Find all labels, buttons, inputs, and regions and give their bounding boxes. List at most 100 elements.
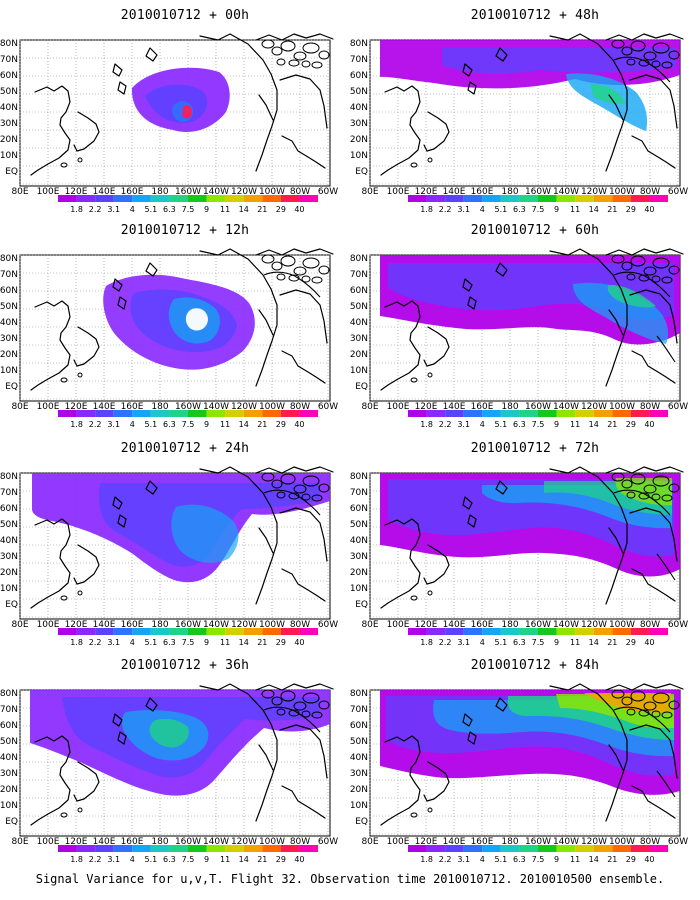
island [276,58,286,66]
map-panel-svg: 80N 70N 60N 50N 40N 30N 20N 10N EQ 80E 100E 120E 140… [350,466,688,647]
colorbar-swatch [593,628,613,635]
colorbar-label: 29 [276,205,286,214]
island [427,157,433,163]
colorbar-swatch [169,410,188,417]
lat-tick-label: 50N [0,737,18,747]
colorbar-swatch [445,628,464,635]
colorbar-label: 6.3 [513,205,526,214]
lon-tick-label: 60W [318,620,338,630]
colorbar-swatch [58,628,77,635]
lon-tick-label: 160W [175,620,201,630]
coastline [631,135,676,169]
colorbar-swatch [519,845,538,852]
forecast-panel: 2010010712 + 60h 80N 70N 60N 50N 40N 30N 20N 10N… [350,215,700,430]
colorbar-swatch [649,195,668,202]
lon-tick-label: 160W [175,837,201,847]
lat-tick-label: 10N [350,151,368,161]
lon-tick-label: 100W [259,620,285,630]
coastline [613,706,671,733]
colorbar-swatch [299,195,318,202]
island [271,696,283,706]
lat-tick-label: 70N [350,488,368,498]
coastline [629,507,678,562]
island [302,475,320,487]
lon-tick-label: 100E [387,402,410,412]
colorbar-swatch [243,195,263,202]
colorbar-label: 9 [554,205,559,214]
colorbar-swatch [538,628,557,635]
lat-tick-label: 60N [350,286,368,296]
coastline [467,296,477,310]
lon-tick-label: 100E [37,837,60,847]
colorbar: 1.8 2.2 3.1 4 5.1 6.3 7.5 9 11 14 21 29 40 [408,410,668,429]
colorbar-swatch [188,410,207,417]
lat-tick-label: EQ [5,600,18,610]
lat-tick-label: 40N [0,103,18,113]
island [302,42,320,54]
lat-tick-label: 70N [0,488,18,498]
lat-tick-label: 20N [350,785,368,795]
colorbar-label: 6.3 [513,420,526,429]
colorbar-swatch [206,628,226,635]
colorbar-swatch [58,845,77,852]
lat-tick-label: 70N [350,55,368,65]
colorbar: 1.8 2.2 3.1 4 5.1 6.3 7.5 9 11 14 21 29 40 [58,628,318,647]
panel-title: 2010010712 + 48h [470,8,600,23]
lon-tick-label: 140W [553,187,579,197]
lon-tick-label: 140E [443,620,466,630]
colorbar-label: 6.3 [163,855,176,864]
colorbar-swatch [612,845,631,852]
lat-tick-label: 50N [0,87,18,97]
colorbar-label: 6.3 [163,420,176,429]
colorbar-swatch [463,410,483,417]
coastline [258,744,274,771]
map-panel-svg: 80N 70N 60N 50N 40N 30N 20N 10N EQ 80E 100E 120E 140… [0,248,338,429]
island [652,475,670,487]
lon-tick-label: 80E [361,620,378,630]
lat-tick-label: EQ [355,167,368,177]
island [630,255,646,267]
colorbar-swatch [132,195,151,202]
island [410,162,418,168]
colorbar-label: 9 [204,205,209,214]
variance-area [183,105,192,118]
lon-tick-label: 80W [640,187,660,197]
figure-caption: Signal Variance for u,v,T. Flight 32. Ob… [35,872,665,886]
colorbar-label: 21 [257,855,267,864]
lat-tick-label: 10N [0,801,18,811]
coastline [117,296,127,310]
lon-tick-label: 160W [175,187,201,197]
island [668,700,680,710]
coastline [380,735,421,826]
lon-tick-label: 120E [65,837,88,847]
island [280,473,296,485]
coastline [380,518,421,609]
coastline [423,544,450,585]
coastline [656,553,676,581]
colorbar-label: 5.1 [144,420,157,429]
island [668,265,680,275]
colorbar-swatch [113,628,133,635]
lon-tick-label: 100E [37,402,60,412]
colorbar-swatch [169,845,188,852]
colorbar-label: 6.3 [163,638,176,647]
coastline [605,248,684,256]
coastlines [30,248,334,391]
colorbar-swatch [280,628,300,635]
lat-tick-label: 30N [350,552,368,562]
coastline [549,683,628,822]
coastline [30,85,71,176]
colorbar-label: 1.8 [70,638,83,647]
coastline [258,94,274,121]
lat-tick-label: 30N [350,334,368,344]
lon-tick-label: 60W [668,402,688,412]
colorbar-label: 2.2 [89,855,102,864]
axis-labels: 80N 70N 60N 50N 40N 30N 20N 10N EQ 80E 100E 120E 140… [350,472,688,630]
island [427,807,433,813]
coastline [631,568,676,602]
coastlines [30,33,334,176]
axis-labels: 80N 70N 60N 50N 40N 30N 20N 10N EQ 80E 100E 120E 140… [350,254,688,412]
lon-tick-label: 140E [93,837,116,847]
coastline [199,33,278,172]
lon-tick-label: 100E [387,837,410,847]
